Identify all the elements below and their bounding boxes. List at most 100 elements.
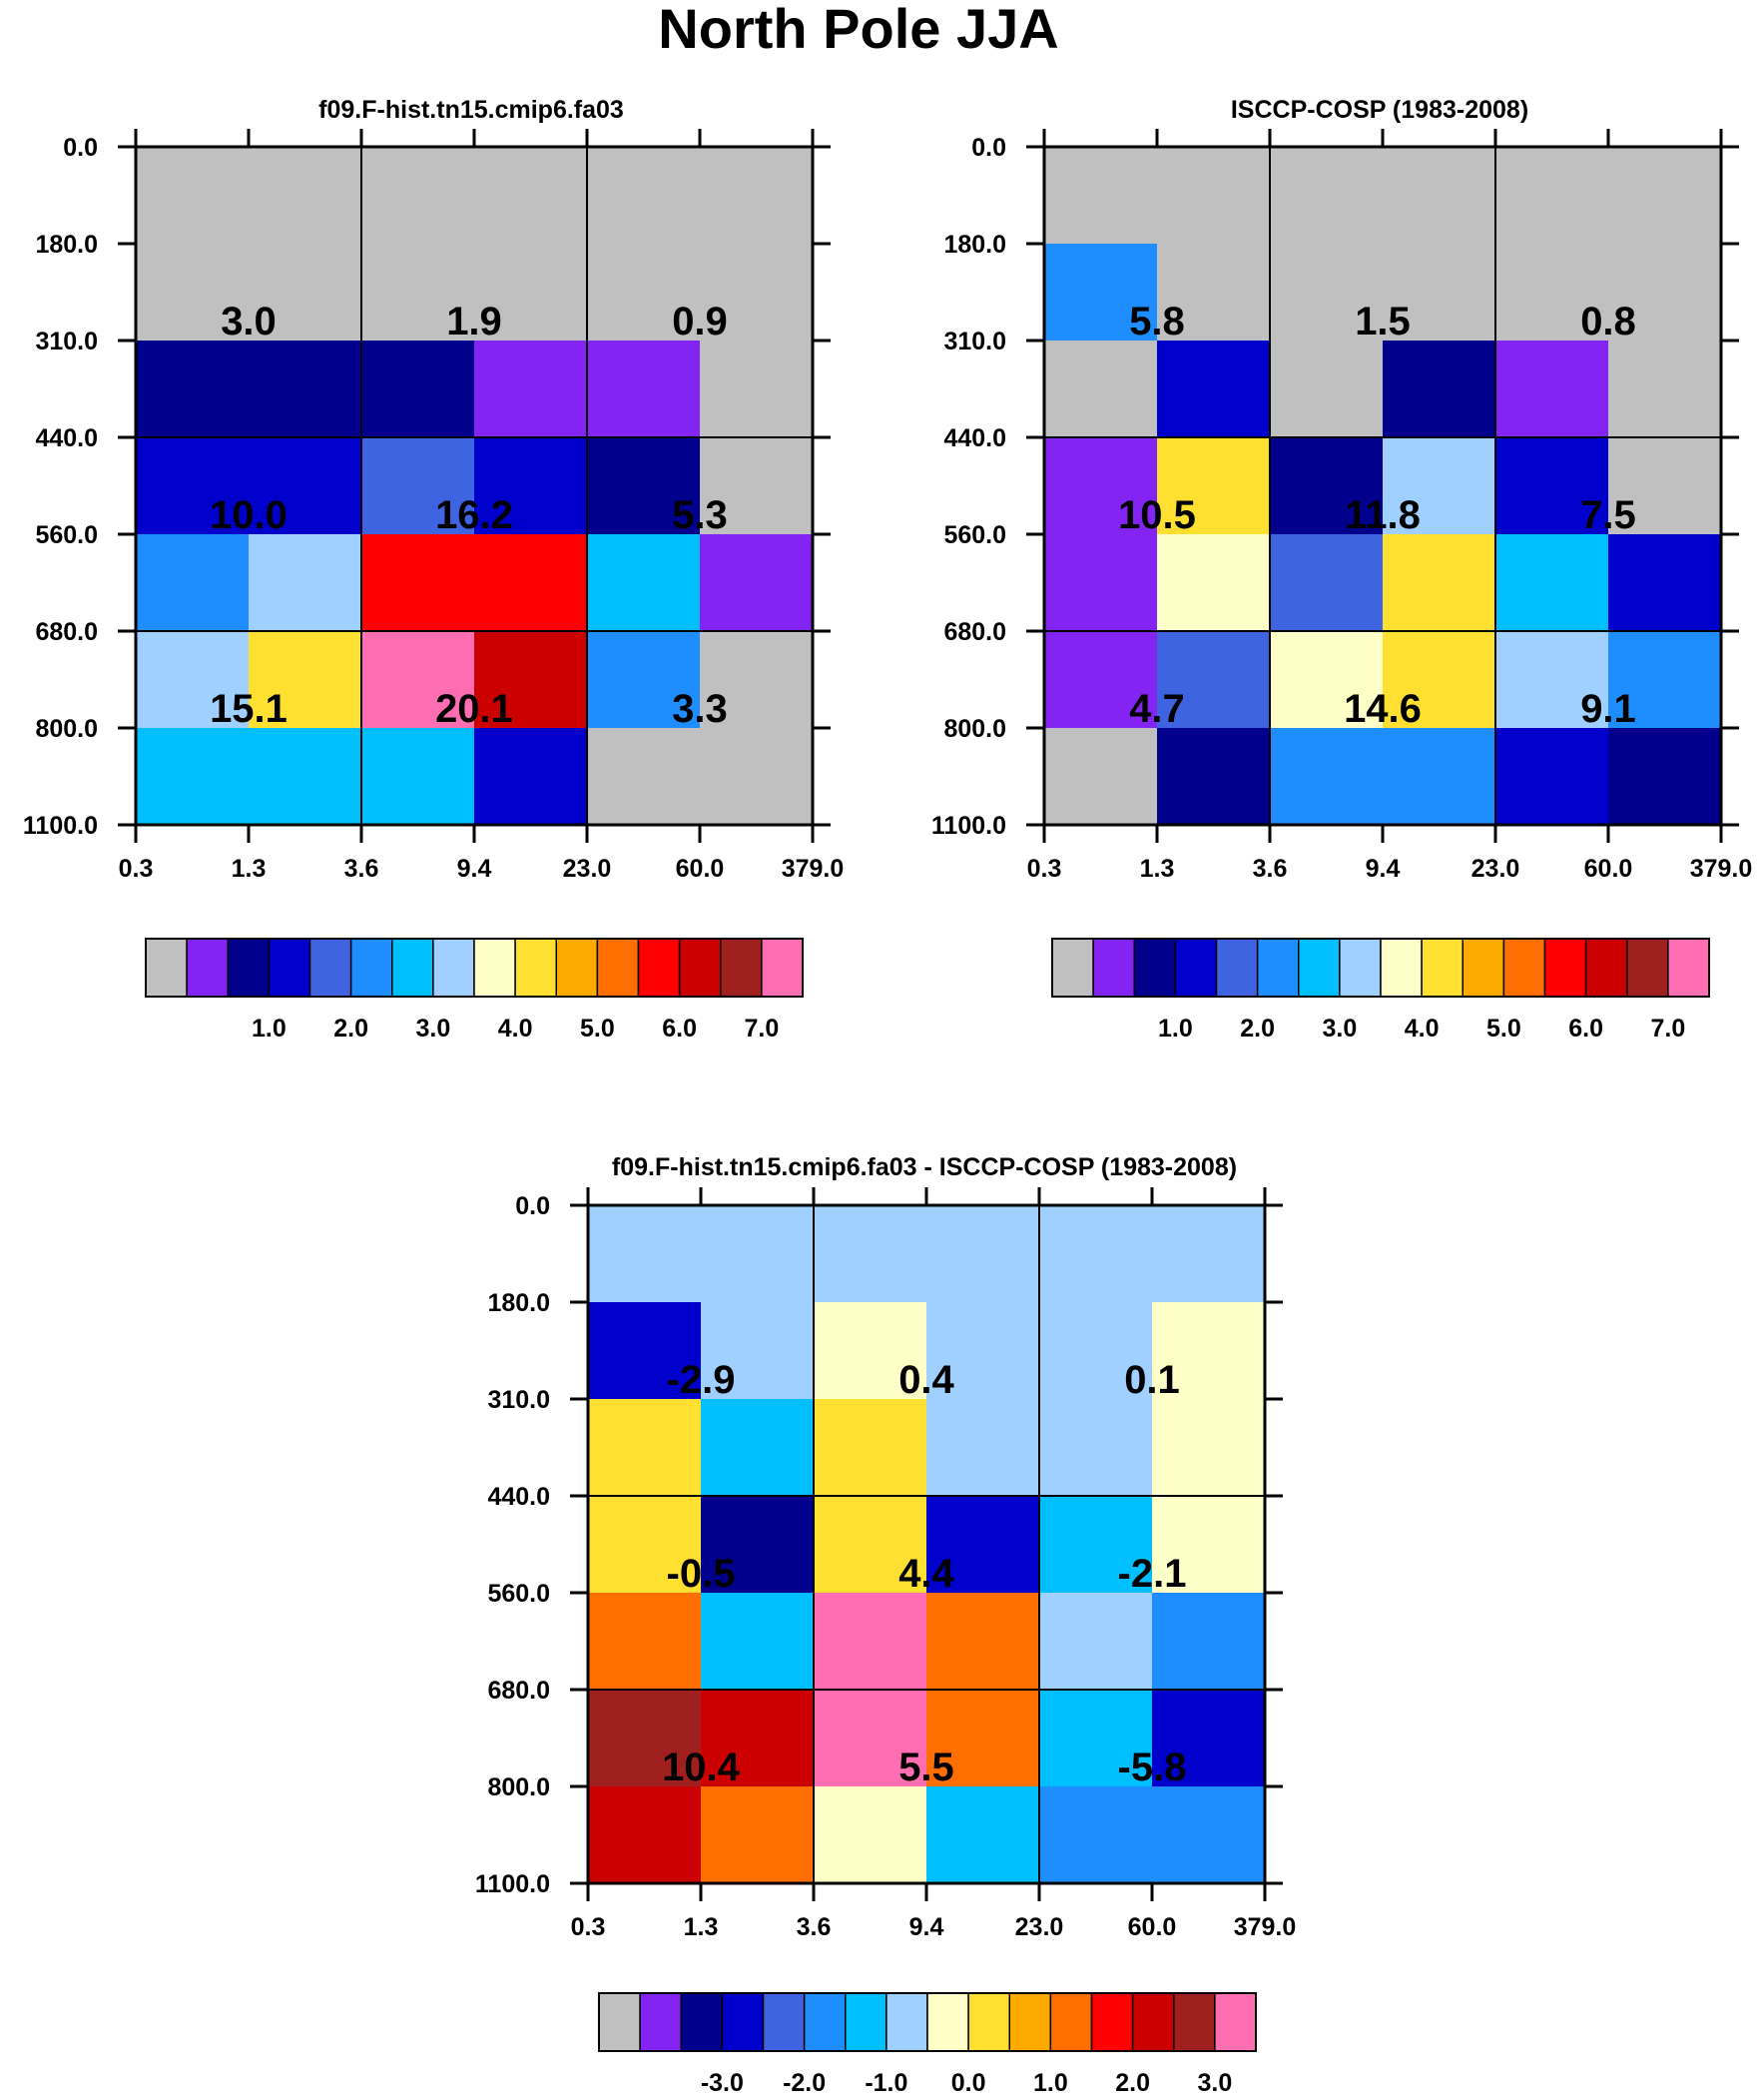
heatmap-cell <box>1044 147 1158 245</box>
legend-label: -1.0 <box>865 2069 907 2097</box>
heatmap-cell <box>1152 1496 1266 1594</box>
heatmap-cell <box>1152 1205 1266 1303</box>
y-tick-label: 1100.0 <box>23 812 98 840</box>
heatmap-cell <box>361 341 475 438</box>
legend-swatch <box>1133 938 1177 998</box>
heatmap-cell <box>814 1205 927 1303</box>
legend-frame <box>1051 938 1710 998</box>
heatmap-cell <box>1039 1205 1153 1303</box>
cell-value-label: 0.9 <box>672 300 728 344</box>
y-tick-label: 560.0 <box>487 1580 550 1608</box>
x-tick-label: 379.0 <box>782 855 845 883</box>
x-tick-label: 1.3 <box>684 1913 719 1941</box>
heatmap-cell <box>926 1593 1040 1691</box>
heatmap-cell <box>926 1786 1040 1884</box>
legend-swatch <box>680 1992 724 2052</box>
x-tick-label: 60.0 <box>676 855 725 883</box>
legend-label: 5.0 <box>580 1015 615 1043</box>
heatmap-cell <box>1608 244 1722 342</box>
y-tick-label: 560.0 <box>943 521 1006 549</box>
legend-label: 2.0 <box>333 1015 368 1043</box>
y-tick-label: 560.0 <box>35 521 98 549</box>
heatmap-cell <box>587 437 701 535</box>
legend-label: 7.0 <box>744 1015 779 1043</box>
heatmap-cell <box>1152 1399 1266 1497</box>
cell-value-label: 9.1 <box>1580 687 1636 731</box>
cell-value-label: 5.8 <box>1129 300 1185 344</box>
y-tick-label: 800.0 <box>35 715 98 743</box>
legend-swatch <box>761 938 804 998</box>
heatmap-cell <box>136 341 250 438</box>
y-tick-label: 310.0 <box>35 328 98 355</box>
heatmap-cell <box>1270 341 1384 438</box>
y-tick-label: 180.0 <box>943 231 1006 259</box>
cell-value-label: 5.5 <box>898 1746 954 1789</box>
x-tick-label: 9.4 <box>1366 855 1401 883</box>
panel-3: f09.F-hist.tn15.cmip6.fa03 - ISCCP-COSP … <box>475 1153 1296 2097</box>
heatmap-cell <box>1495 631 1609 729</box>
heatmap-cell <box>1039 1593 1153 1691</box>
heatmap-cell <box>136 147 250 245</box>
x-tick-label: 3.6 <box>344 855 379 883</box>
cell-value-label: -0.5 <box>667 1552 736 1596</box>
y-tick-label: 680.0 <box>487 1677 550 1705</box>
heatmap-cell <box>814 1593 927 1691</box>
heatmap-cell <box>1495 437 1609 535</box>
y-tick-label: 1100.0 <box>475 1870 550 1898</box>
legend-label: 1.0 <box>1158 1015 1193 1043</box>
heatmap-cell <box>361 728 475 826</box>
cell-value-label: 11.8 <box>1345 493 1421 537</box>
cell-value-label: 10.0 <box>210 493 288 537</box>
legend-swatch <box>967 1992 1010 2052</box>
heatmap-cell <box>361 244 475 342</box>
legend-label: 4.0 <box>498 1015 533 1043</box>
heatmap-cell <box>249 147 362 245</box>
heatmap-cell <box>588 1302 702 1400</box>
panel-title: ISCCP-COSP (1983-2008) <box>1231 96 1528 124</box>
heatmap-cell <box>249 728 362 826</box>
legend-swatch <box>1256 938 1300 998</box>
legend-label: 4.0 <box>1405 1015 1440 1043</box>
heatmap-cell <box>1270 244 1384 342</box>
heatmap-cell <box>1044 437 1158 535</box>
heatmap-cell <box>926 1302 1040 1400</box>
heatmap-cell <box>701 1593 815 1691</box>
legend-label: 6.0 <box>1568 1015 1603 1043</box>
x-tick-label: 0.3 <box>571 1913 606 1941</box>
legend-swatch <box>845 1992 887 2052</box>
heatmap-cell <box>1383 728 1496 826</box>
heatmap-cell <box>1152 1302 1266 1400</box>
heatmap-cell <box>249 437 362 535</box>
heatmap-cell <box>1383 631 1496 729</box>
legend-swatch <box>1543 938 1587 998</box>
heatmap-cell <box>1039 1302 1153 1400</box>
heatmap-cell <box>136 534 250 632</box>
heatmap-cell <box>701 1302 815 1400</box>
legend-swatch <box>637 938 681 998</box>
legend-swatch <box>678 938 722 998</box>
y-tick-label: 440.0 <box>487 1483 550 1511</box>
heatmap-cell <box>1270 147 1384 245</box>
heatmap-cell <box>1383 244 1496 342</box>
heatmap-cell <box>701 1399 815 1497</box>
heatmap-cell <box>1157 728 1271 826</box>
y-tick-label: 310.0 <box>943 328 1006 355</box>
legend-label: 2.0 <box>1115 2069 1150 2097</box>
heatmap-cell <box>1608 534 1722 632</box>
cell-value-label: 3.3 <box>672 687 728 731</box>
heatmap-cell <box>1039 1786 1153 1884</box>
heatmap-cell <box>587 534 701 632</box>
legend-swatch <box>1298 938 1341 998</box>
heatmap-cell <box>588 1399 702 1497</box>
legend-swatch <box>1462 938 1505 998</box>
heatmap-cell <box>1608 728 1722 826</box>
heatmap-cell <box>474 147 588 245</box>
legend-swatch <box>885 1992 928 2052</box>
heatmap-cell <box>1157 437 1271 535</box>
legend-swatch <box>268 938 311 998</box>
heatmap-cell <box>1495 534 1609 632</box>
legend-swatch <box>1667 938 1710 998</box>
heatmap-cell <box>814 1302 927 1400</box>
legend-label: 2.0 <box>1240 1015 1275 1043</box>
legend-label: 3.0 <box>1322 1015 1357 1043</box>
